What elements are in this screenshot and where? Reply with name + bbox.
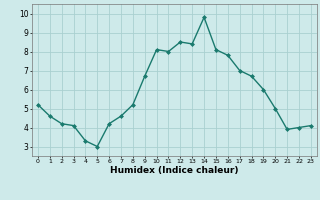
X-axis label: Humidex (Indice chaleur): Humidex (Indice chaleur) [110, 166, 239, 175]
